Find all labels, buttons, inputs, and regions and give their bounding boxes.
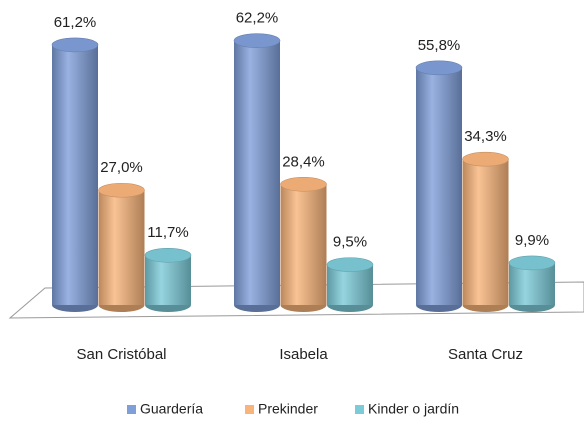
legend-swatch bbox=[355, 405, 364, 414]
bar bbox=[234, 40, 280, 306]
x-tick-label: San Cristóbal bbox=[76, 346, 166, 363]
legend-label: Guardería bbox=[140, 401, 203, 417]
bar bbox=[98, 190, 145, 305]
bar-top bbox=[326, 257, 374, 272]
bar-top bbox=[98, 182, 145, 198]
data-label: 27,0% bbox=[100, 159, 143, 176]
bar-top bbox=[144, 247, 192, 263]
legend-label: Kinder o jardín bbox=[368, 401, 459, 417]
bar bbox=[52, 44, 98, 306]
bar-top bbox=[280, 177, 327, 192]
data-label: 11,7% bbox=[147, 224, 188, 241]
data-label: 9,5% bbox=[333, 234, 367, 251]
bar bbox=[280, 184, 327, 305]
bar bbox=[416, 67, 462, 305]
bar-top bbox=[233, 33, 281, 48]
data-label: 9,9% bbox=[515, 232, 549, 249]
data-label: 61,2% bbox=[54, 14, 97, 31]
bar-top bbox=[51, 37, 99, 53]
data-label: 34,3% bbox=[464, 128, 507, 145]
bar-top bbox=[462, 151, 509, 167]
bar-top bbox=[415, 60, 463, 76]
bar-top bbox=[508, 255, 556, 271]
data-label: 28,4% bbox=[282, 153, 325, 170]
legend-swatch bbox=[245, 405, 254, 414]
data-label: 62,2% bbox=[236, 10, 279, 27]
x-tick-label: Isabela bbox=[279, 346, 328, 363]
legend-swatch bbox=[127, 405, 136, 414]
data-label: 55,8% bbox=[418, 37, 461, 54]
x-tick-label: Santa Cruz bbox=[448, 346, 523, 363]
legend-label: Prekinder bbox=[258, 401, 318, 417]
bar bbox=[462, 159, 509, 305]
bar bbox=[145, 255, 191, 305]
